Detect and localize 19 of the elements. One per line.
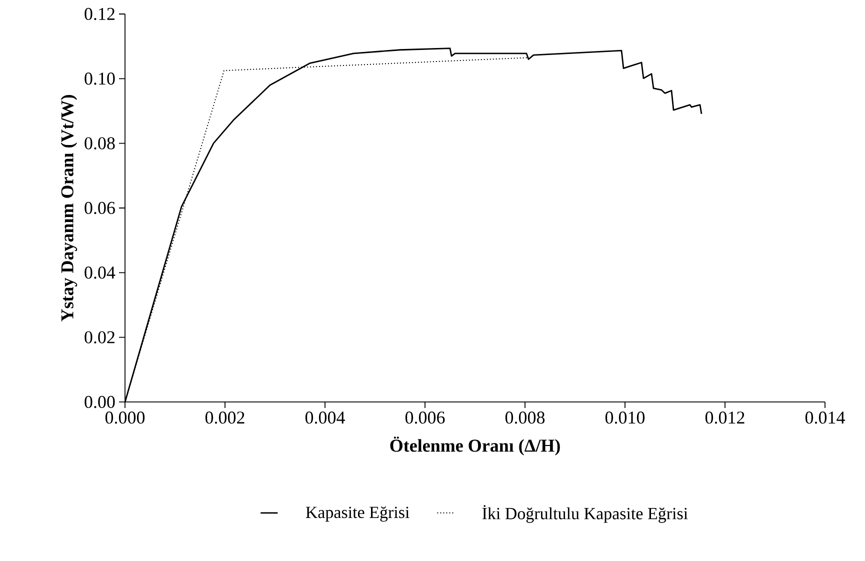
x-tick-label: 0.008 [505,412,545,424]
y-tick-label: 0.12 [84,8,114,20]
x-tick-label: 0.002 [205,412,244,424]
y-tick-label: 0.02 [84,331,114,344]
y-tick-label: 0.06 [84,202,115,214]
y-tick-label: 0.08 [84,137,115,150]
x-tick-label: 0.012 [705,412,744,424]
x-tick-label: 0.004 [305,412,345,424]
x-tick-label: 0.000 [105,412,145,424]
x-tick-label: 0.014 [805,412,845,424]
y-axis-title: Ystay Dayanım Oranı (Vt/W) [60,95,78,322]
x-tick-label: 0.010 [605,412,645,424]
y-tick-label: 0.00 [84,396,115,408]
legend-label: İki Doğrultulu Kapasite Eğrisi [482,505,688,523]
legend-label: Kapasite Eğrisi [306,506,410,522]
x-tick-label: 0.006 [405,412,445,424]
y-tick-label: 0.10 [84,72,115,85]
x-axis-title: Ötelenme Oranı (Δ/H) [390,436,560,456]
y-tick-label: 0.04 [84,266,116,279]
